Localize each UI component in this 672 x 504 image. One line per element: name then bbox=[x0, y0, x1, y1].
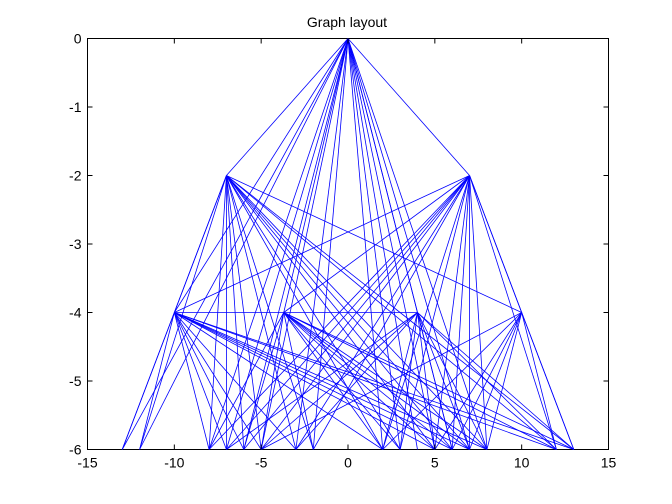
graph-edge bbox=[173, 38, 349, 313]
graph-edge bbox=[226, 175, 522, 313]
y-tick-label: -1 bbox=[69, 99, 82, 115]
graph-edge bbox=[260, 312, 418, 450]
graph-edge bbox=[174, 312, 436, 450]
graph-edge bbox=[347, 38, 418, 313]
graph-edge bbox=[295, 312, 418, 450]
graph-edge bbox=[399, 175, 470, 450]
edges-layer bbox=[121, 38, 575, 450]
x-tick-label: 15 bbox=[601, 455, 617, 471]
graph-edge bbox=[283, 312, 453, 450]
x-tick-label: 10 bbox=[514, 455, 530, 471]
graph-edge bbox=[521, 312, 557, 450]
graph-edge bbox=[260, 312, 285, 450]
graph-edge bbox=[173, 312, 210, 450]
graph-edge bbox=[521, 312, 575, 450]
graph-edge bbox=[243, 312, 285, 450]
y-tick-label: 0 bbox=[74, 31, 82, 47]
graph-edge bbox=[451, 312, 523, 450]
graph-edge bbox=[208, 312, 285, 450]
graph-edge bbox=[174, 312, 574, 450]
x-tick-label: -10 bbox=[164, 455, 184, 471]
graph-edge bbox=[173, 312, 227, 450]
y-axis-ticks: 0 -1 -2 -3 -4 -5 -6 bbox=[69, 31, 609, 458]
graph-edge bbox=[283, 312, 470, 450]
x-tick-label: -15 bbox=[77, 455, 97, 471]
graph-edge bbox=[174, 312, 383, 450]
graph-edge bbox=[283, 312, 488, 450]
y-tick-label: -5 bbox=[69, 373, 82, 389]
chart-title: Graph layout bbox=[307, 14, 387, 30]
graph-edge bbox=[486, 312, 523, 450]
graph-edge bbox=[347, 38, 470, 176]
y-tick-label: -2 bbox=[69, 168, 82, 184]
graph-edge bbox=[469, 175, 557, 450]
graph-edge bbox=[226, 38, 349, 176]
graph-edge bbox=[382, 312, 418, 450]
graph-edge bbox=[283, 312, 314, 450]
graph-edge bbox=[283, 38, 349, 313]
graph-edge bbox=[382, 312, 522, 450]
graph-edge bbox=[243, 38, 349, 450]
graph-edge bbox=[283, 312, 384, 450]
graph-edge bbox=[174, 312, 488, 450]
graph-edge bbox=[417, 312, 436, 450]
x-axis-ticks: -15 -10 -5 0 5 10 15 bbox=[77, 38, 617, 471]
graph-edge bbox=[283, 312, 436, 450]
graph-edge bbox=[260, 312, 522, 450]
graph-edge bbox=[347, 38, 418, 450]
y-tick-label: -6 bbox=[69, 442, 82, 458]
graph-edge bbox=[417, 312, 453, 450]
graph-edge bbox=[283, 312, 557, 450]
graph-edge bbox=[283, 312, 401, 450]
x-tick-label: -5 bbox=[255, 455, 268, 471]
graph-edge bbox=[139, 312, 175, 450]
y-tick-label: -3 bbox=[69, 236, 82, 252]
graph-edge bbox=[451, 175, 470, 450]
graph-edge bbox=[174, 312, 297, 450]
graph-edge bbox=[469, 312, 523, 450]
graph-edge bbox=[226, 312, 418, 450]
graph-edge bbox=[260, 38, 349, 450]
graph-edge bbox=[283, 175, 470, 313]
y-tick-label: -4 bbox=[69, 305, 82, 321]
graph-edge bbox=[469, 175, 488, 450]
graph-edge bbox=[312, 38, 349, 450]
graph-edge bbox=[173, 312, 262, 450]
x-tick-label: 0 bbox=[344, 455, 352, 471]
graph-edge bbox=[121, 312, 175, 450]
graph-edge bbox=[382, 175, 470, 450]
graph-edge bbox=[417, 312, 470, 450]
graph-edge bbox=[399, 312, 418, 450]
graph-edge bbox=[173, 312, 245, 450]
graph-edge bbox=[434, 312, 523, 450]
x-tick-label: 5 bbox=[431, 455, 439, 471]
graph-edge bbox=[283, 312, 574, 450]
graph-edge bbox=[174, 175, 470, 313]
